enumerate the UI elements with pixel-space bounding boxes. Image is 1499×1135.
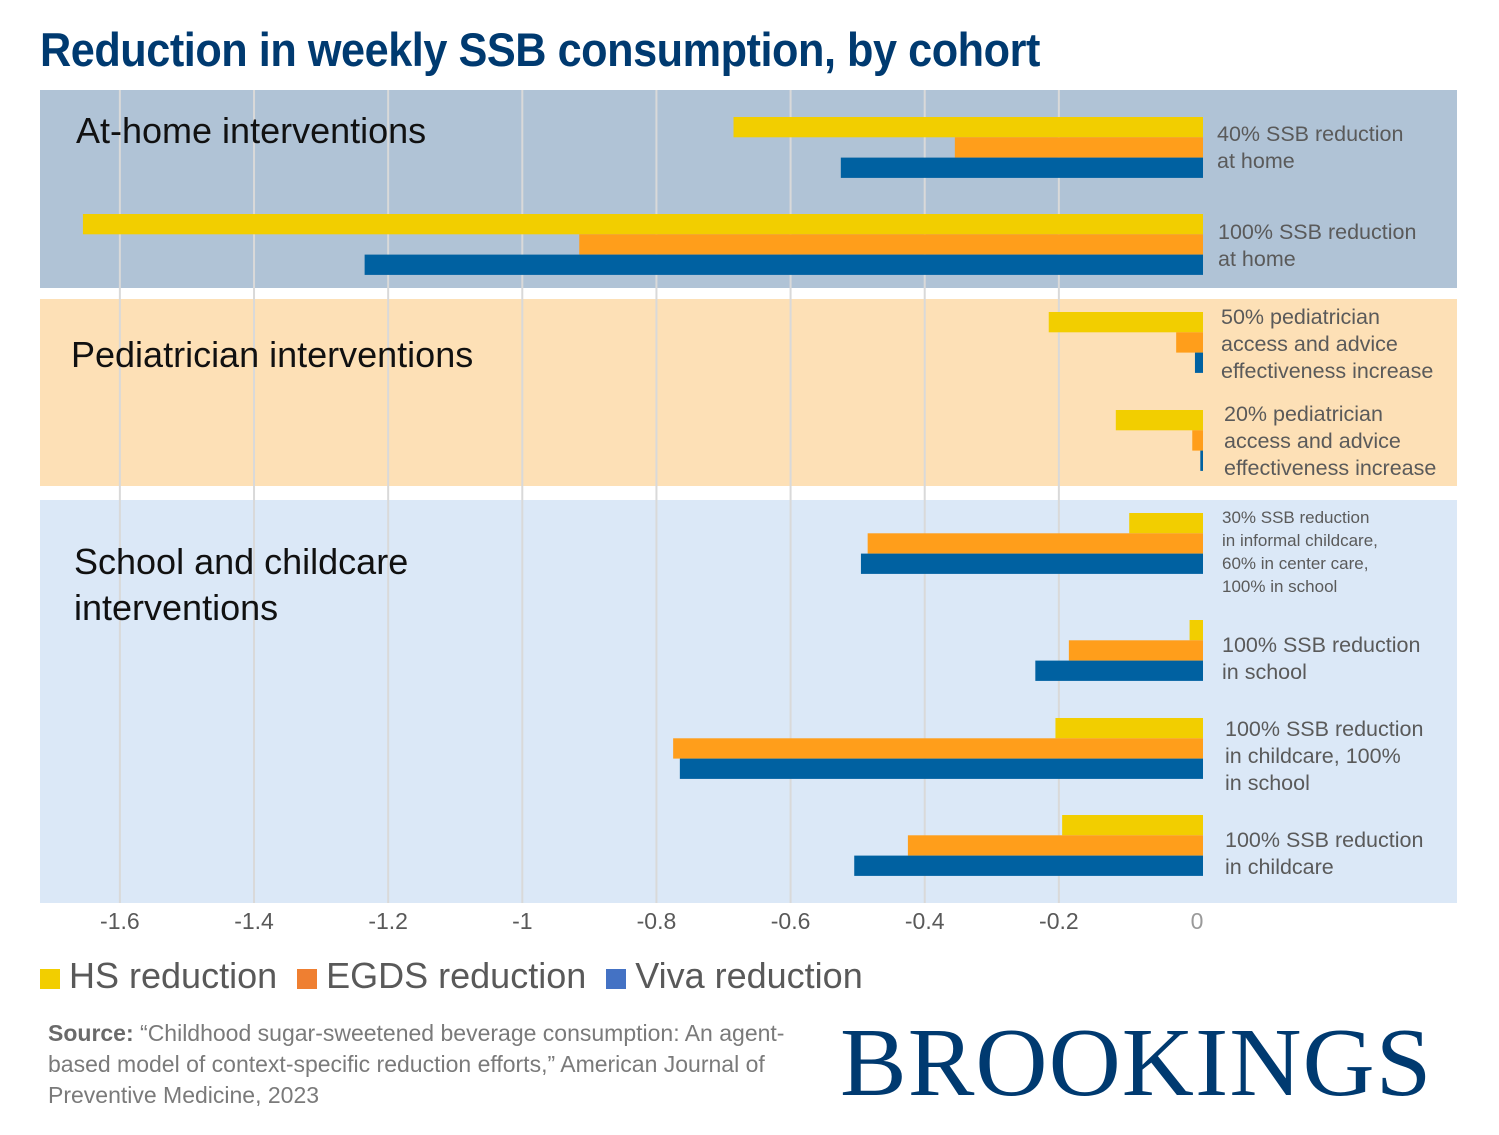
brookings-logo: BROOKINGS xyxy=(840,1009,1433,1117)
bar-egds xyxy=(1068,640,1203,661)
source-note: Source: “Childhood sugar-sweetened bever… xyxy=(48,1018,808,1111)
bar-viva xyxy=(1200,450,1203,471)
bar-hs xyxy=(1048,312,1203,333)
panel-label-home: At-home interventions xyxy=(76,110,427,151)
bar-egds xyxy=(907,835,1203,856)
x-tick-label: -1.6 xyxy=(100,908,140,934)
legend-label-egds: EGDS reduction xyxy=(326,955,587,996)
panel-label-school: School and childcare interventions xyxy=(74,541,409,628)
bar-egds xyxy=(954,137,1203,158)
bar-hs xyxy=(733,117,1203,138)
legend-label-viva: Viva reduction xyxy=(635,955,863,996)
bar-viva xyxy=(1035,660,1203,681)
bar-egds xyxy=(867,533,1203,554)
category-label: 100% SSB reduction at home xyxy=(1218,220,1417,271)
x-tick-label: -1.4 xyxy=(234,908,274,934)
bar-egds xyxy=(579,234,1203,255)
legend-item-hs: HS reduction xyxy=(40,955,277,997)
category-label: 30% SSB reduction in informal childcare,… xyxy=(1222,508,1378,596)
bar-hs xyxy=(1129,513,1203,534)
x-tick-label: -0.4 xyxy=(904,908,945,934)
chart-title: Reduction in weekly SSB consumption, by … xyxy=(40,23,1040,76)
legend-swatch-egds xyxy=(297,969,318,989)
x-tick-label: -0.8 xyxy=(636,908,677,934)
source-prefix: Source: xyxy=(48,1020,134,1046)
legend: HS reduction EGDS reduction Viva reducti… xyxy=(40,955,883,997)
bar-viva xyxy=(679,758,1203,779)
bar-hs xyxy=(1115,410,1203,431)
category-label: 50% pediatrician access and advice effec… xyxy=(1221,305,1434,383)
category-label: 40% SSB reduction at home xyxy=(1217,122,1404,173)
bar-viva xyxy=(854,855,1203,876)
bar-viva xyxy=(840,157,1203,178)
source-text: “Childhood sugar-sweetened beverage cons… xyxy=(48,1020,785,1108)
panel-label-pediatrician: Pediatrician interventions xyxy=(71,334,474,375)
x-tick-label: -1.2 xyxy=(368,908,408,934)
panel-pediatrician xyxy=(40,299,1457,486)
category-label: 100% SSB reduction in school xyxy=(1222,633,1421,684)
bar-hs xyxy=(1062,815,1203,836)
bar-hs xyxy=(1055,718,1203,739)
panel-school xyxy=(40,500,1457,903)
category-label: 100% SSB reduction in childcare xyxy=(1225,828,1424,879)
bar-egds xyxy=(1176,332,1203,353)
bar-viva xyxy=(860,553,1203,574)
category-label: 100% SSB reduction in childcare, 100% in… xyxy=(1225,717,1424,795)
x-tick-label: -0.2 xyxy=(1039,908,1079,934)
x-tick-label: -1 xyxy=(512,908,533,934)
legend-swatch-viva xyxy=(606,969,627,989)
bar-egds xyxy=(673,738,1203,759)
category-label: 20% pediatrician access and advice effec… xyxy=(1224,402,1437,480)
legend-item-egds: EGDS reduction xyxy=(297,955,586,997)
bar-egds xyxy=(1192,430,1203,451)
x-tick-label: 0 xyxy=(1190,908,1204,934)
legend-swatch-hs xyxy=(40,969,60,989)
bar-hs xyxy=(82,214,1203,235)
x-tick-label: -0.6 xyxy=(770,908,811,934)
legend-label-hs: HS reduction xyxy=(69,955,278,996)
legend-item-viva: Viva reduction xyxy=(606,955,863,997)
bar-hs xyxy=(1189,620,1203,641)
bar-viva xyxy=(364,254,1203,275)
bar-viva xyxy=(1194,352,1203,373)
